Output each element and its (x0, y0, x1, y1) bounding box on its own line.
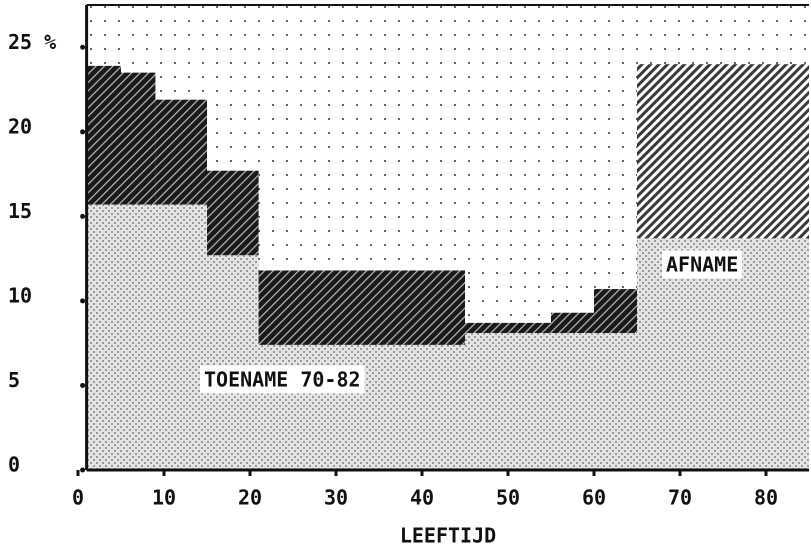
y-tick-mark (80, 44, 86, 50)
y-tick-label: 10 (8, 283, 32, 307)
x-tick-label: 0 (72, 486, 84, 510)
series-label: AFNAME (666, 253, 738, 277)
step-segment (258, 270, 465, 345)
step-segment (155, 204, 207, 470)
x-tick-label: 40 (410, 486, 434, 510)
x-tick-label: 20 (238, 486, 262, 510)
x-tick-label: 70 (668, 486, 692, 510)
step-segment (86, 65, 121, 205)
step-segment (594, 333, 637, 470)
x-tick-label: 10 (152, 486, 176, 510)
step-segment (155, 99, 207, 205)
series-label: TOENAME 70-82 (204, 368, 361, 392)
y-tick-mark (80, 382, 86, 388)
step-segment (207, 170, 259, 256)
y-tick-label: 20 (8, 114, 32, 138)
y-tick-label: 15 (8, 199, 32, 223)
y-tick-label: 25 % (8, 30, 56, 54)
step-segment (594, 289, 637, 334)
step-segment (86, 204, 121, 470)
x-tick-label: 30 (324, 486, 348, 510)
step-segment (258, 344, 465, 470)
step-segment (121, 72, 156, 205)
x-tick-label: 50 (496, 486, 520, 510)
x-tick-label: 80 (754, 486, 778, 510)
x-axis-label: LEEFTIJD (400, 524, 496, 548)
y-tick-mark (80, 298, 86, 304)
step-segment (121, 204, 156, 470)
y-tick-mark (80, 213, 86, 219)
step-segment (551, 312, 594, 334)
step-segment (207, 255, 259, 470)
x-tick-label: 60 (582, 486, 606, 510)
step-segment (637, 64, 809, 239)
label-background (200, 365, 365, 394)
y-tick-mark (80, 129, 86, 135)
step-segment (551, 333, 594, 470)
step-segment (465, 333, 551, 470)
y-tick-label: 5 (8, 368, 20, 392)
label-background (662, 250, 743, 279)
y-tick-mark (80, 467, 86, 473)
y-tick-label: 0 (8, 453, 20, 477)
step-segment (465, 322, 551, 334)
